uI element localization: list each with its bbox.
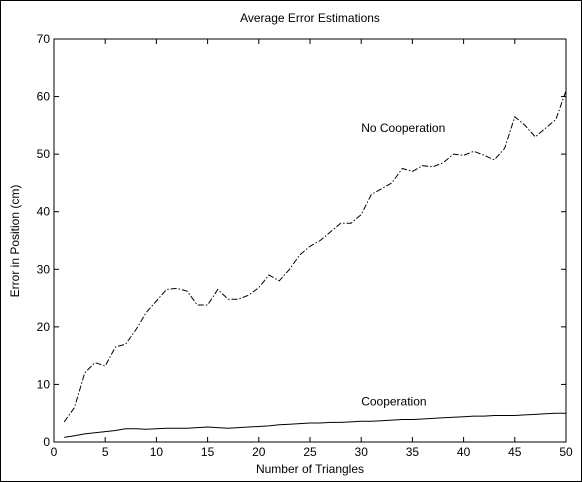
series-line-cooperation (64, 412, 566, 438)
annotation-cooperation: Cooperation (361, 395, 426, 409)
x-tick-label: 15 (201, 445, 215, 459)
x-tick-label: 35 (406, 445, 420, 459)
y-tick-label: 50 (37, 147, 51, 161)
x-tick-label: 10 (150, 445, 164, 459)
plot-border (53, 38, 567, 443)
y-tick-label: 70 (37, 32, 51, 46)
y-tick-label: 40 (37, 205, 51, 219)
y-tick-label: 20 (37, 320, 51, 334)
x-tick-label: 30 (355, 445, 369, 459)
annotations: No Cooperation Cooperation (361, 121, 445, 408)
y-tick-label: 10 (37, 377, 51, 391)
y-axis-label: Error in Position (cm) (8, 185, 22, 298)
y-tick-label: 0 (43, 435, 50, 449)
x-axis-label: Number of Triangles (256, 462, 364, 476)
y-tick-label: 60 (37, 90, 51, 104)
x-tick-label: 0 (51, 445, 58, 459)
series-line-no-cooperation (63, 90, 567, 423)
annotation-no-cooperation: No Cooperation (361, 121, 445, 135)
axes-ticks: 0 5 10 15 20 25 30 35 40 45 50 0 10 20 30 40 50 60 70 (37, 32, 573, 459)
chart-title: Average Error Estimations (240, 11, 380, 25)
x-tick-label: 45 (508, 445, 522, 459)
x-tick-label: 50 (559, 445, 573, 459)
x-tick-label: 20 (252, 445, 266, 459)
x-tick-label: 5 (102, 445, 109, 459)
x-tick-label: 25 (303, 445, 317, 459)
x-tick-label: 40 (457, 445, 471, 459)
series-layer (63, 90, 567, 438)
plot-area (53, 38, 567, 443)
y-tick-label: 30 (37, 262, 51, 276)
